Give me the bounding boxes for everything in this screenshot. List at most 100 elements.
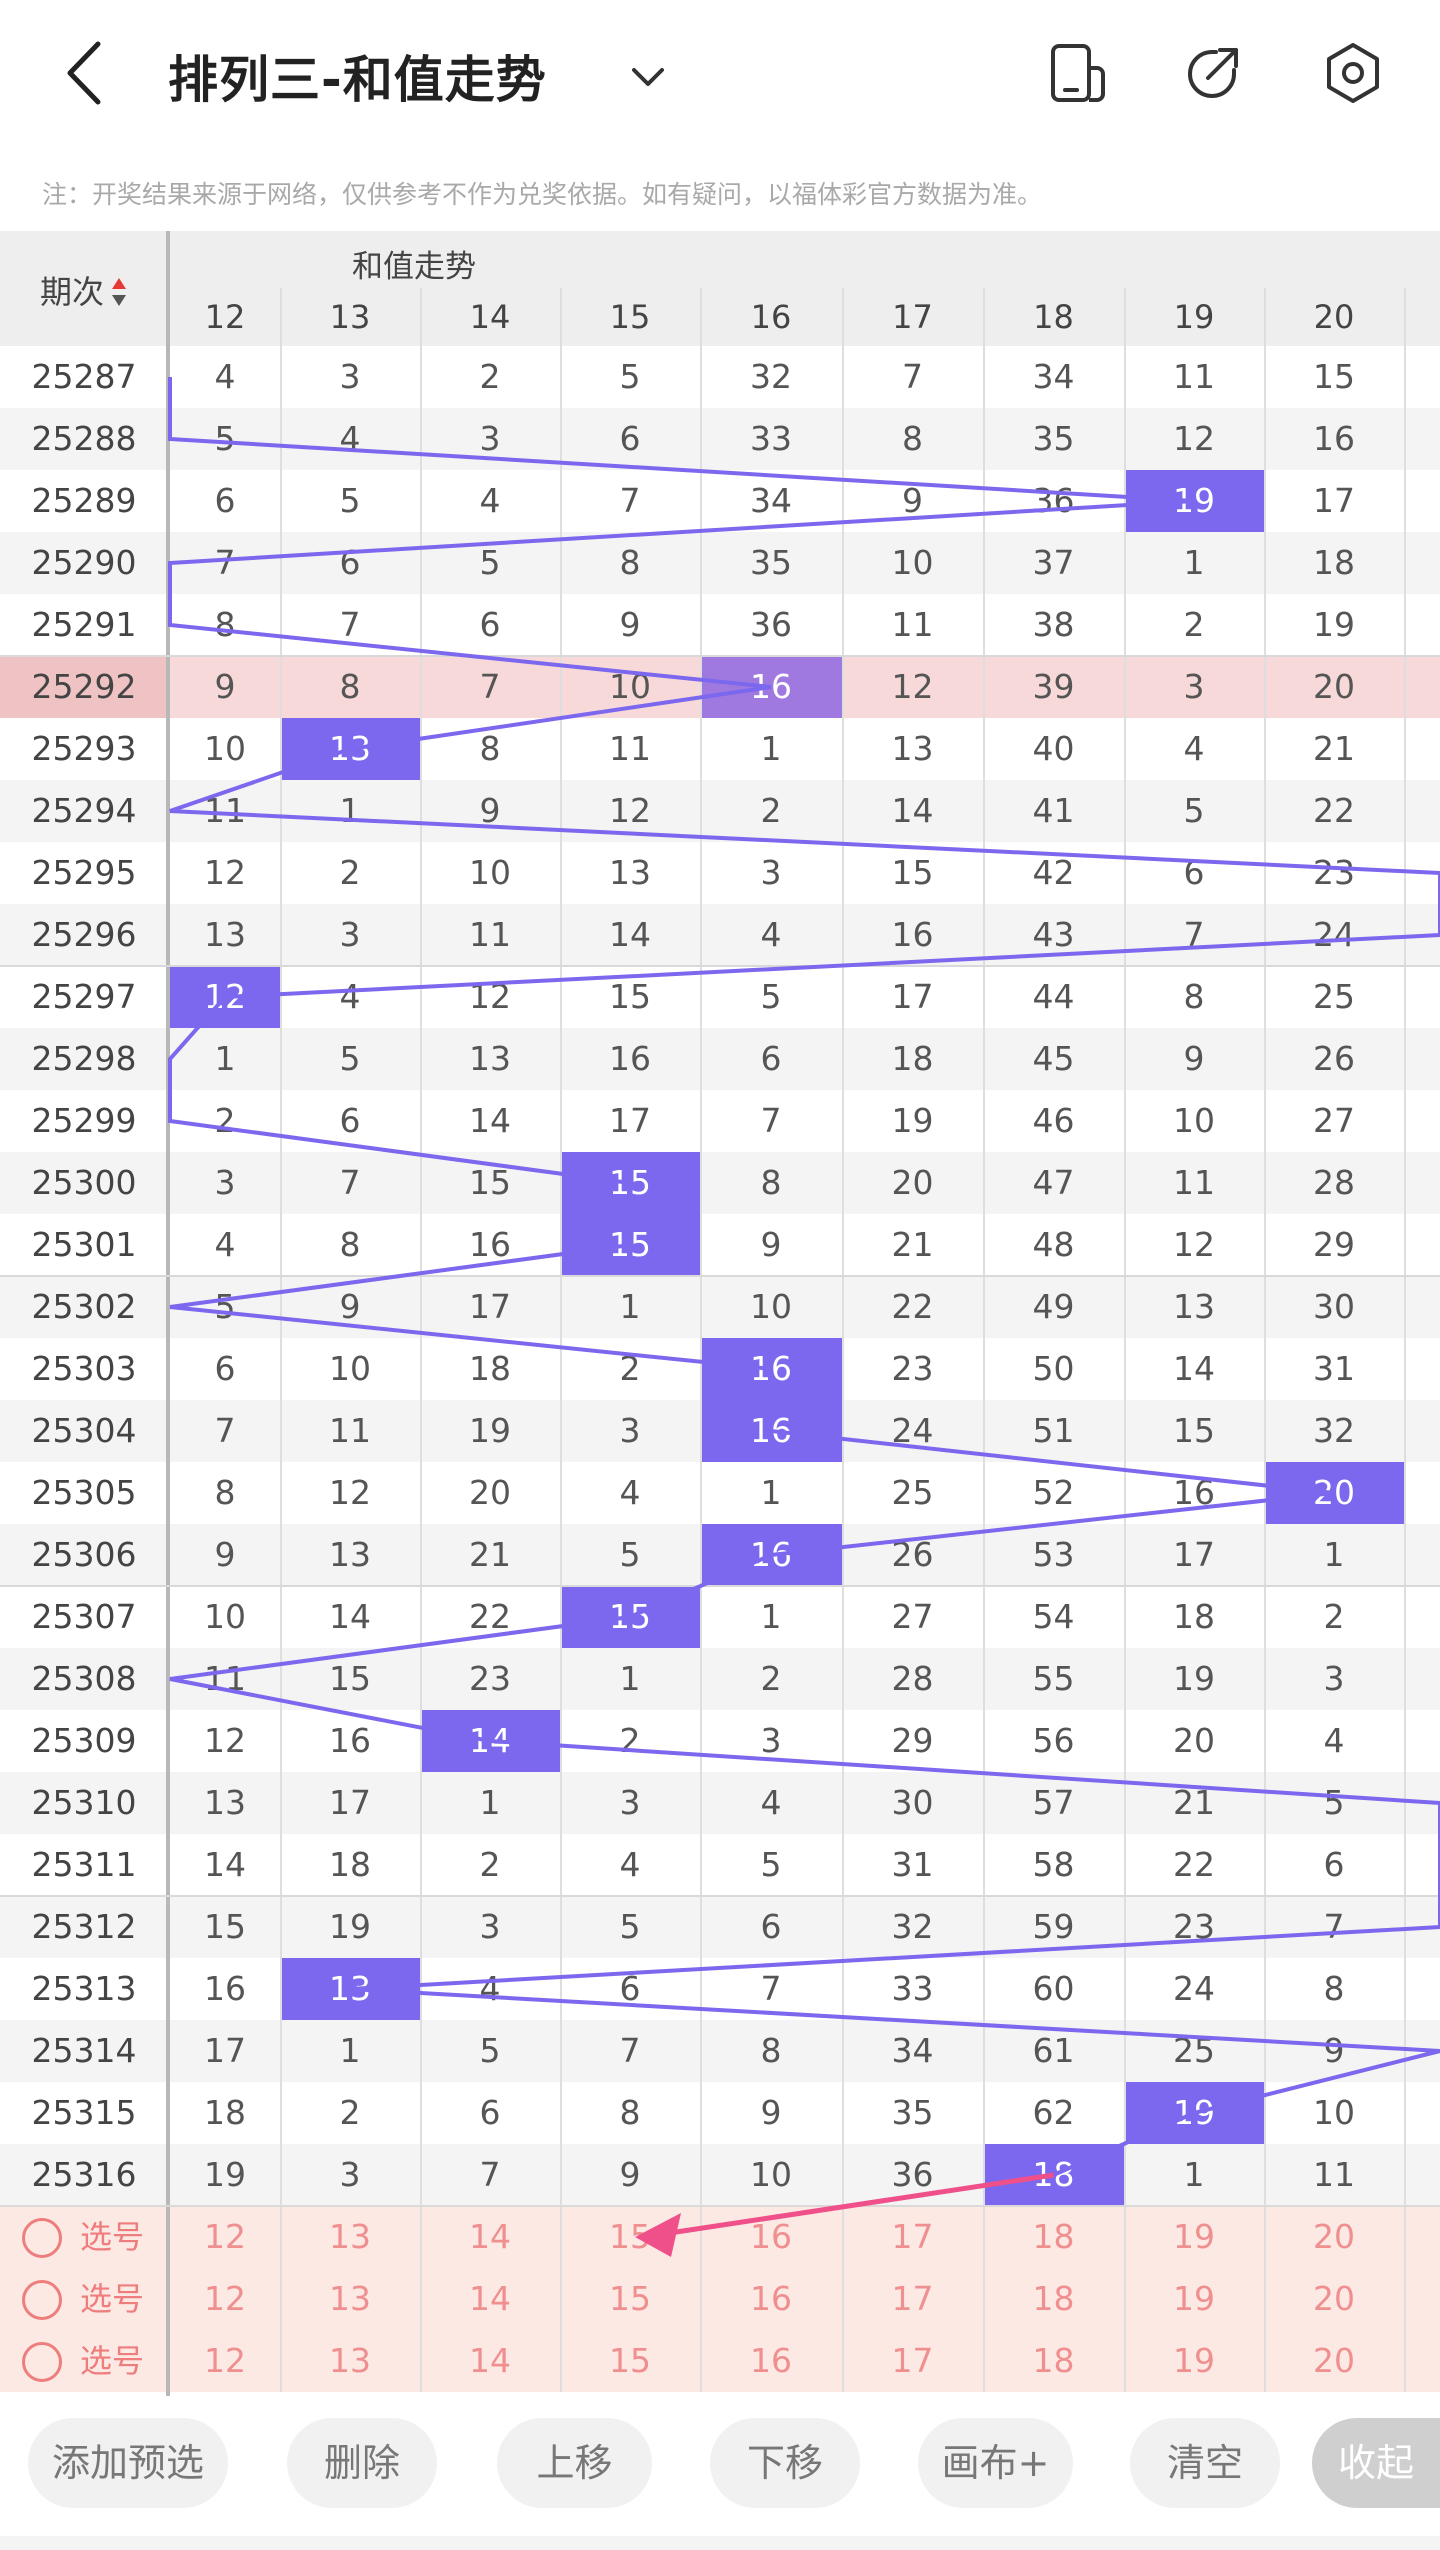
table-cell[interactable]: 7 <box>760 1969 782 2008</box>
table-cell[interactable]: 3 <box>760 1721 782 1760</box>
table-cell[interactable]: 59 <box>1032 1907 1075 1946</box>
table-cell[interactable]: 1 <box>1183 543 1205 582</box>
table-cell[interactable]: 36 <box>891 2155 934 2194</box>
table-cell[interactable]: 20 <box>1313 667 1355 706</box>
table-cell[interactable]: 32 <box>891 1907 934 1946</box>
table-cell[interactable]: 6 <box>339 1101 361 1140</box>
table-cell[interactable]: 7 <box>1183 915 1205 954</box>
table-cell[interactable]: 9 <box>902 481 923 520</box>
column-header[interactable]: 13 <box>329 298 371 336</box>
table-cell[interactable]: 17 <box>1313 481 1355 520</box>
table-cell[interactable]: 9 <box>214 1535 236 1574</box>
table-row[interactable]: 25306 9 13 21 5 16 26 53 17 1 <box>0 1524 1440 1586</box>
pick-number[interactable]: 14 <box>469 2279 511 2318</box>
table-row[interactable]: 25296 13 3 11 14 4 16 43 7 24 <box>0 904 1440 966</box>
table-cell[interactable]: 4 <box>619 1845 641 1884</box>
table-cell[interactable]: 4 <box>619 1473 641 1512</box>
table-cell[interactable]: 6 <box>479 605 501 644</box>
table-cell[interactable]: 18 <box>469 1349 511 1388</box>
table-cell[interactable]: 37 <box>1032 543 1075 582</box>
table-cell[interactable]: 13 <box>204 915 246 954</box>
pick-radio-button[interactable] <box>22 2280 62 2320</box>
pick-number[interactable]: 19 <box>1173 2279 1215 2318</box>
table-cell[interactable]: 4 <box>760 915 782 954</box>
table-cell[interactable]: 12 <box>1173 1225 1215 1264</box>
table-cell[interactable]: 7 <box>760 1101 782 1140</box>
table-cell[interactable]: 10 <box>329 1349 371 1388</box>
table-cell[interactable]: 35 <box>1032 419 1075 458</box>
table-cell[interactable]: 22 <box>1173 1845 1215 1884</box>
table-cell[interactable]: 1 <box>760 1473 782 1512</box>
add-preselect-button[interactable]: 添加预选 <box>28 2418 228 2508</box>
delete-button[interactable]: 删除 <box>287 2418 437 2508</box>
table-cell[interactable]: 19 <box>1313 605 1355 644</box>
table-cell[interactable]: 3 <box>339 357 361 396</box>
table-cell[interactable]: 17 <box>204 2031 246 2070</box>
table-row[interactable]: 25312 15 19 3 5 6 32 59 23 7 <box>0 1896 1440 1958</box>
table-cell[interactable]: 25 <box>891 1473 934 1512</box>
table-cell[interactable]: 17 <box>891 977 934 1016</box>
table-cell[interactable]: 14 <box>609 915 651 954</box>
table-cell[interactable]: 43 <box>1032 915 1075 954</box>
pick-number[interactable]: 12 <box>204 2217 246 2256</box>
table-cell[interactable]: 16 <box>329 1721 371 1760</box>
table-cell[interactable]: 2 <box>339 2093 361 2132</box>
table-cell[interactable]: 8 <box>479 729 501 768</box>
table-cell[interactable]: 9 <box>339 1287 361 1326</box>
table-cell[interactable]: 35 <box>891 2093 934 2132</box>
table-cell[interactable]: 12 <box>891 667 934 706</box>
table-cell[interactable]: 33 <box>750 419 792 458</box>
table-cell[interactable]: 5 <box>339 481 361 520</box>
table-cell[interactable]: 36 <box>750 605 792 644</box>
table-cell[interactable]: 14 <box>1173 1349 1215 1388</box>
table-cell[interactable]: 13 <box>469 1039 511 1078</box>
table-cell[interactable]: 5 <box>1323 1783 1345 1822</box>
collapse-button[interactable]: 收起 <box>1312 2418 1440 2508</box>
table-cell[interactable]: 42 <box>1032 853 1075 892</box>
table-cell[interactable]: 11 <box>469 915 511 954</box>
table-cell[interactable]: 60 <box>1032 1969 1075 2008</box>
table-cell[interactable]: 18 <box>891 1039 934 1078</box>
table-cell[interactable]: 33 <box>891 1969 934 2008</box>
table-cell[interactable]: 10 <box>891 543 934 582</box>
table-cell[interactable]: 4 <box>1183 729 1205 768</box>
pick-number[interactable]: 20 <box>1313 2217 1355 2256</box>
table-row[interactable]: 25300 3 7 15 15 8 20 47 11 28 <box>0 1152 1440 1214</box>
table-cell[interactable]: 1 <box>1323 1535 1345 1574</box>
table-cell[interactable]: 10 <box>469 853 511 892</box>
table-cell[interactable]: 4 <box>214 1225 236 1264</box>
table-cell[interactable]: 2 <box>1183 605 1205 644</box>
pick-radio-button[interactable] <box>22 2342 62 2382</box>
pick-number[interactable]: 20 <box>1313 2341 1355 2380</box>
table-cell[interactable]: 9 <box>619 605 641 644</box>
table-cell[interactable]: 3 <box>619 1783 641 1822</box>
table-cell[interactable]: 18 <box>1173 1597 1215 1636</box>
table-cell[interactable]: 2 <box>619 1349 641 1388</box>
table-cell[interactable]: 44 <box>1032 977 1075 1016</box>
table-cell[interactable]: 5 <box>619 357 641 396</box>
table-cell[interactable]: 1 <box>339 2031 361 2070</box>
table-cell[interactable]: 28 <box>891 1659 934 1698</box>
table-cell[interactable]: 57 <box>1032 1783 1075 1822</box>
table-row[interactable]: 25291 8 7 6 9 36 11 38 2 19 <box>0 594 1440 656</box>
table-cell[interactable]: 16 <box>891 915 934 954</box>
pick-number[interactable]: 15 <box>609 2279 651 2318</box>
pick-row[interactable]: 选号 12 13 14 15 16 17 18 19 20 <box>0 2206 1440 2268</box>
table-cell[interactable]: 3 <box>214 1163 236 1202</box>
pick-number[interactable]: 12 <box>204 2279 246 2318</box>
table-cell[interactable]: 3 <box>1323 1659 1345 1698</box>
table-row[interactable]: 25298 1 5 13 16 6 18 45 9 26 <box>0 1028 1440 1090</box>
table-cell[interactable]: 3 <box>1183 667 1205 706</box>
table-row[interactable]: 25287 4 3 2 5 32 7 34 11 15 <box>0 346 1440 408</box>
table-cell[interactable]: 16 <box>469 1225 511 1264</box>
table-cell[interactable]: 29 <box>1313 1225 1355 1264</box>
table-cell[interactable]: 9 <box>760 1225 782 1264</box>
page-title[interactable]: 排列三-和值走势 <box>168 51 547 109</box>
table-cell[interactable]: 46 <box>1032 1101 1075 1140</box>
table-cell[interactable]: 4 <box>214 357 236 396</box>
table-cell[interactable]: 5 <box>760 977 782 1016</box>
table-row[interactable]: 25299 2 6 14 17 7 19 46 10 27 <box>0 1090 1440 1152</box>
table-cell[interactable]: 8 <box>619 543 641 582</box>
table-cell[interactable]: 8 <box>1323 1969 1345 2008</box>
table-cell[interactable]: 14 <box>329 1597 371 1636</box>
